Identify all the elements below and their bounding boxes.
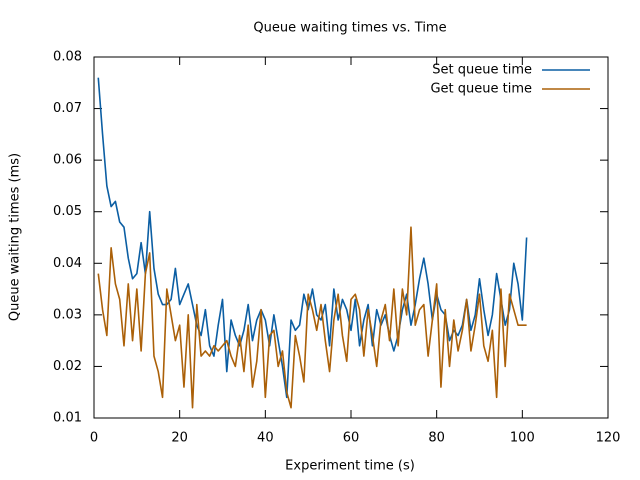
y-axis-label: Queue waiting times (ms): [8, 153, 23, 321]
x-tick-label: 80: [428, 431, 445, 446]
y-tick-label: 0.07: [53, 101, 82, 116]
data-line: [97, 77, 528, 399]
chart-title: Queue waiting times vs. Time: [253, 21, 446, 36]
x-tick-label: 60: [343, 431, 360, 446]
y-tick-label: 0.06: [53, 153, 82, 168]
plot-border: [93, 56, 609, 419]
y-tick-label: 0.04: [53, 256, 82, 271]
x-tick-label: 120: [596, 431, 621, 446]
y-tick-label: 0.05: [53, 204, 82, 219]
x-tick-label: 100: [510, 431, 535, 446]
legend-label: Get queue time: [430, 82, 532, 97]
y-tick-label: 0.08: [53, 50, 82, 65]
x-tick-label: 20: [171, 431, 188, 446]
y-tick-label: 0.02: [53, 359, 82, 374]
y-tick-label: 0.03: [53, 307, 82, 322]
data-line: [97, 226, 527, 409]
x-axis-label: Experiment time (s): [285, 459, 415, 474]
x-tick-label: 40: [257, 431, 274, 446]
legend-label: Set queue time: [432, 63, 532, 78]
x-tick-label: 0: [90, 431, 98, 446]
y-tick-label: 0.01: [53, 411, 82, 426]
